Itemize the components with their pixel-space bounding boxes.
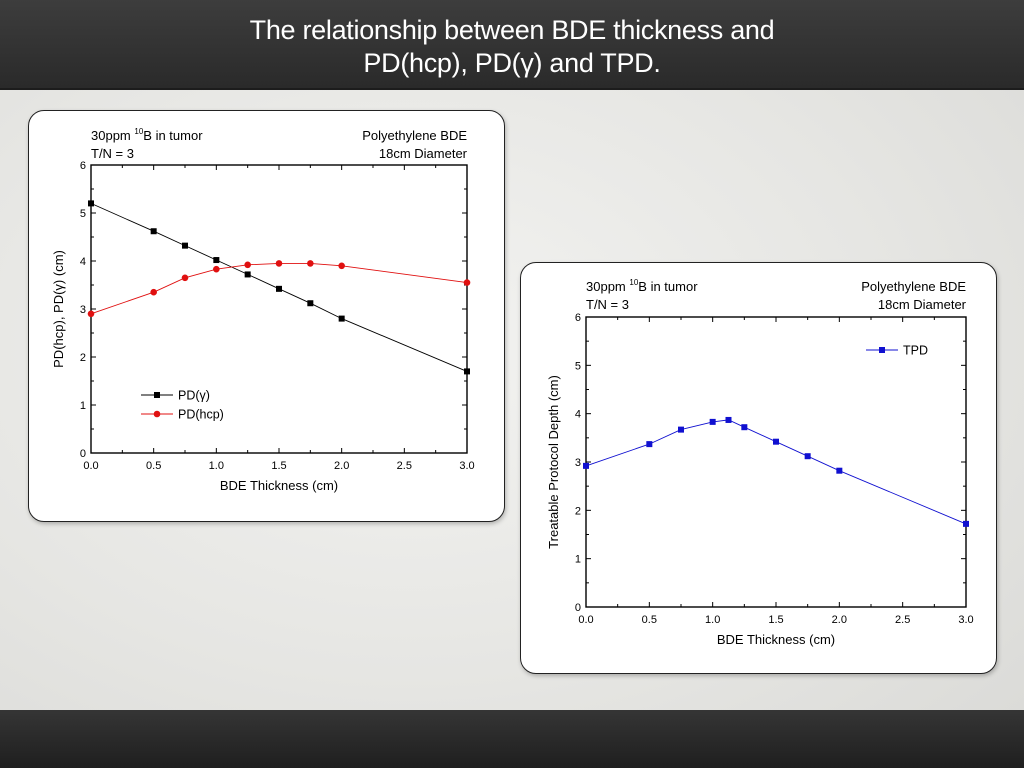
x-tick-label: 2.5 <box>895 614 910 626</box>
x-tick-label: 1.0 <box>209 460 224 472</box>
data-point <box>678 426 684 433</box>
x-tick-label: 0.0 <box>83 460 98 472</box>
data-point <box>182 242 188 249</box>
plot-frame <box>90 164 468 454</box>
legend-marker <box>154 392 160 398</box>
slide-title: The relationship between BDE thickness a… <box>0 14 1024 80</box>
y-tick-label: 6 <box>80 160 86 172</box>
annotation-diameter: 18cm Diameter <box>878 297 967 312</box>
annotation-boron-post: B in tumor <box>638 279 698 294</box>
annotation-tn-ratio: T/N = 3 <box>586 297 629 312</box>
x-tick-label: 3.0 <box>459 460 474 472</box>
data-point <box>150 288 157 296</box>
y-tick-label: 4 <box>575 409 581 421</box>
y-tick-label: 3 <box>80 304 86 316</box>
data-point <box>709 418 716 425</box>
data-point <box>307 300 314 307</box>
annotation-boron: 30ppm 10B in tumor <box>586 278 698 294</box>
x-tick-label: 1.0 <box>705 614 720 626</box>
x-tick-label: 2.5 <box>397 460 412 472</box>
footer-band <box>0 710 1024 768</box>
y-tick-label: 1 <box>80 400 86 412</box>
data-point <box>804 453 811 460</box>
plot-frame <box>585 316 967 608</box>
legend-marker <box>879 347 885 353</box>
data-point <box>646 441 653 448</box>
data-point <box>338 315 345 322</box>
annotation-boron-pre: 30ppm <box>586 279 629 294</box>
data-point <box>725 416 732 423</box>
data-point <box>463 279 471 286</box>
legend-label: PD(γ) <box>178 389 210 403</box>
data-point <box>87 310 95 318</box>
x-tick-label: 0.5 <box>642 614 657 626</box>
y-tick-label: 0 <box>80 448 86 460</box>
y-tick-label: 0 <box>575 602 581 614</box>
series-line-0 <box>585 419 967 525</box>
x-tick-label: 0.0 <box>578 614 593 626</box>
x-tick-label: 1.5 <box>768 614 783 626</box>
data-point <box>88 200 94 207</box>
annotation-boron: 30ppm 10B in tumor <box>91 127 203 143</box>
legend-marker <box>153 410 161 418</box>
data-point <box>276 285 282 292</box>
x-tick-label: 0.5 <box>146 460 161 472</box>
data-point <box>150 228 157 235</box>
x-tick-label: 1.5 <box>271 460 286 472</box>
x-axis-label: BDE Thickness (cm) <box>220 478 338 493</box>
data-point <box>773 438 779 445</box>
legend-label: PD(hcp) <box>178 408 224 422</box>
annotation-boron-sup: 10 <box>134 127 143 136</box>
data-point <box>836 467 843 474</box>
y-tick-label: 2 <box>575 505 581 517</box>
y-tick-label: 6 <box>575 312 581 324</box>
data-point <box>338 262 345 270</box>
annotation-tn-ratio: T/N = 3 <box>91 146 134 161</box>
data-point <box>213 257 220 264</box>
annotation-bde-material: Polyethylene BDE <box>861 279 966 294</box>
y-tick-label: 3 <box>575 457 581 469</box>
data-point <box>244 261 251 269</box>
annotation-boron-pre: 30ppm <box>91 128 134 143</box>
data-point <box>963 520 969 527</box>
title-band <box>0 0 1024 90</box>
y-axis-label: Treatable Protocol Depth (cm) <box>546 375 561 549</box>
data-point <box>583 462 589 469</box>
annotation-diameter: 18cm Diameter <box>379 146 468 161</box>
x-axis-label: BDE Thickness (cm) <box>717 632 835 647</box>
annotation-bde-material: Polyethylene BDE <box>362 128 467 143</box>
x-tick-label: 3.0 <box>958 614 973 626</box>
annotation-boron-post: B in tumor <box>143 128 203 143</box>
data-point <box>275 260 283 267</box>
data-point <box>181 274 189 282</box>
y-tick-label: 2 <box>80 352 86 364</box>
data-point <box>213 265 220 273</box>
data-point <box>244 271 251 278</box>
x-tick-label: 2.0 <box>334 460 349 472</box>
data-point <box>307 260 314 267</box>
data-point <box>464 368 470 375</box>
slide-title-line2: PD(hcp), PD(γ) and TPD. <box>363 48 661 78</box>
y-axis-label: PD(hcp), PD(γ) (cm) <box>51 250 66 368</box>
y-tick-label: 5 <box>80 208 86 220</box>
slide-title-line1: The relationship between BDE thickness a… <box>249 15 775 45</box>
chart-panel-left: 30ppm 10B in tumor T/N = 3 Polyethylene BD… <box>28 110 505 522</box>
legend-label: TPD <box>903 344 928 358</box>
y-tick-label: 1 <box>575 554 581 566</box>
y-tick-label: 4 <box>80 256 86 268</box>
x-tick-label: 2.0 <box>832 614 847 626</box>
data-point <box>741 424 748 431</box>
chart-panel-right: 30ppm 10B in tumor T/N = 3 Polyethylene BD… <box>520 262 997 674</box>
y-tick-label: 5 <box>575 360 581 372</box>
annotation-boron-sup: 10 <box>629 278 638 287</box>
